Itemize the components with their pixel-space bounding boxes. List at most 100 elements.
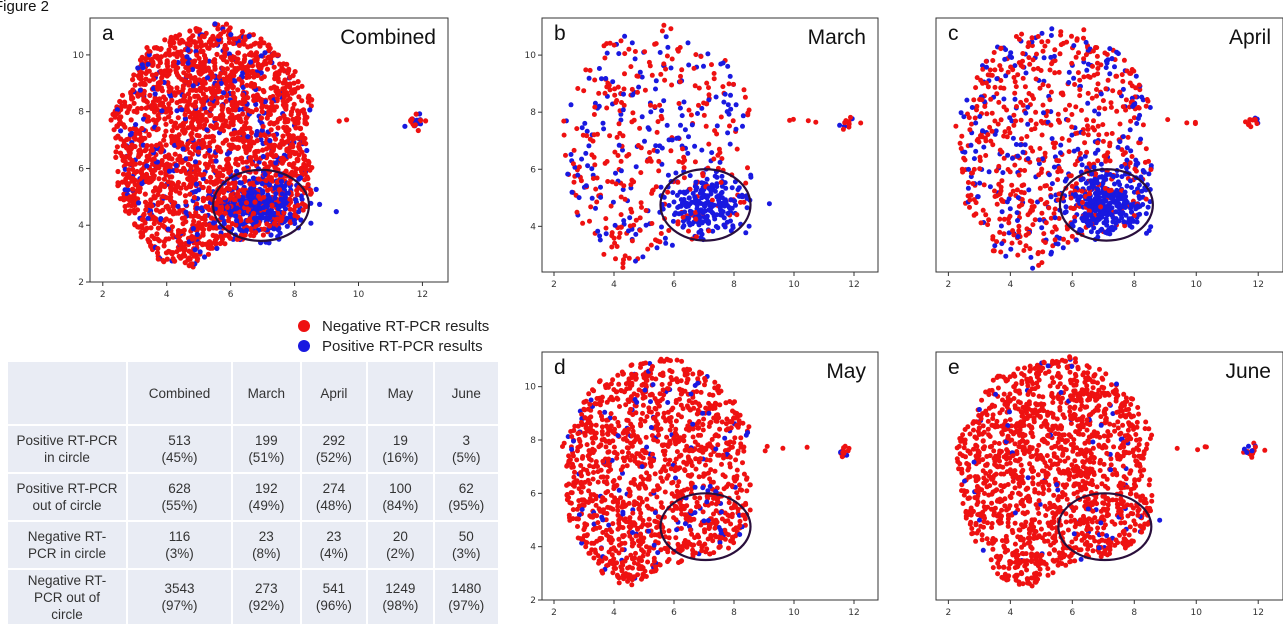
positive-point [1069, 132, 1075, 138]
negative-point [997, 216, 1003, 222]
negative-point [622, 71, 627, 77]
x-tick-label: 4 [164, 290, 170, 300]
positive-point [684, 189, 690, 195]
negative-point [276, 187, 282, 193]
negative-point [289, 141, 295, 148]
negative-point [300, 207, 306, 213]
negative-point [644, 496, 650, 502]
positive-point [194, 205, 200, 211]
negative-point [180, 221, 186, 227]
positive-point [980, 128, 986, 134]
positive-point [746, 223, 752, 229]
x-tick-label: 12 [848, 280, 859, 290]
plot-frame [541, 17, 879, 273]
negative-point [148, 197, 154, 203]
negative-point [978, 220, 984, 226]
positive-point [740, 123, 745, 129]
negative-point [164, 59, 170, 65]
negative-point [700, 171, 706, 177]
positive-point [680, 218, 686, 224]
negative-point [1031, 66, 1037, 72]
positive-point [653, 86, 658, 92]
negative-point [1094, 87, 1099, 92]
negative-point [692, 159, 698, 165]
plot-frame [935, 17, 1283, 273]
positive-point [1129, 216, 1134, 222]
negative-point [734, 146, 740, 152]
positive-point [681, 99, 687, 105]
negative-point [197, 122, 203, 128]
panel-label: a [102, 22, 114, 45]
negative-point [266, 48, 272, 54]
positive-point [183, 156, 189, 162]
negative-point [1060, 40, 1066, 46]
positive-point [583, 150, 589, 156]
negative-point [840, 126, 846, 132]
positive-point [593, 205, 598, 211]
negative-point [146, 179, 152, 185]
negative-point [1015, 252, 1021, 258]
negative-point [157, 96, 163, 102]
negative-point [742, 94, 748, 100]
negative-point [609, 230, 615, 236]
positive-point [717, 159, 723, 165]
negative-point [172, 151, 178, 157]
negative-point [1133, 168, 1139, 174]
negative-point [985, 132, 991, 138]
x-tick-label: 10 [788, 280, 800, 290]
negative-point [155, 225, 161, 231]
positive-point [253, 218, 259, 225]
negative-point [1016, 228, 1022, 234]
negative-point [1073, 181, 1079, 187]
negative-point [193, 164, 200, 170]
positive-point [199, 205, 205, 211]
negative-point [583, 544, 589, 550]
negative-point [1127, 80, 1133, 86]
positive-point [589, 166, 595, 172]
negative-point [227, 25, 233, 31]
negative-point [673, 456, 679, 462]
negative-point [1033, 121, 1039, 127]
positive-point [152, 91, 158, 97]
negative-point [1077, 93, 1083, 99]
negative-point [287, 81, 293, 87]
negative-point [233, 36, 239, 42]
y-tick-label: 10 [525, 51, 537, 61]
negative-point [1081, 74, 1087, 80]
negative-point [223, 118, 229, 124]
negative-point [704, 101, 710, 107]
negative-point [251, 97, 257, 103]
negative-point [212, 66, 218, 72]
negative-point [1095, 158, 1101, 164]
positive-point [1128, 202, 1134, 208]
negative-point [213, 233, 219, 239]
negative-point [1071, 205, 1077, 211]
positive-point [1092, 150, 1098, 156]
positive-point [700, 485, 706, 491]
negative-point [563, 152, 568, 158]
positive-point [640, 254, 646, 260]
positive-point [1095, 229, 1101, 235]
positive-point [204, 75, 211, 81]
negative-point [1085, 126, 1091, 132]
negative-point [988, 138, 994, 144]
positive-point [184, 54, 190, 60]
x-tick-label: 6 [671, 280, 677, 290]
positive-point [636, 84, 642, 90]
negative-point [122, 103, 128, 109]
negative-point [1069, 112, 1075, 117]
positive-point [258, 53, 264, 59]
negative-point [130, 95, 136, 101]
negative-point [273, 172, 279, 178]
negative-point [994, 193, 1000, 199]
negative-point [709, 437, 715, 442]
positive-point [727, 141, 733, 147]
negative-point [214, 51, 220, 58]
negative-point [178, 49, 184, 55]
negative-point [146, 239, 152, 245]
negative-point [301, 136, 307, 142]
negative-point [1127, 160, 1133, 166]
negative-point [1027, 61, 1033, 67]
positive-point [1107, 71, 1113, 77]
negative-point [283, 168, 289, 174]
